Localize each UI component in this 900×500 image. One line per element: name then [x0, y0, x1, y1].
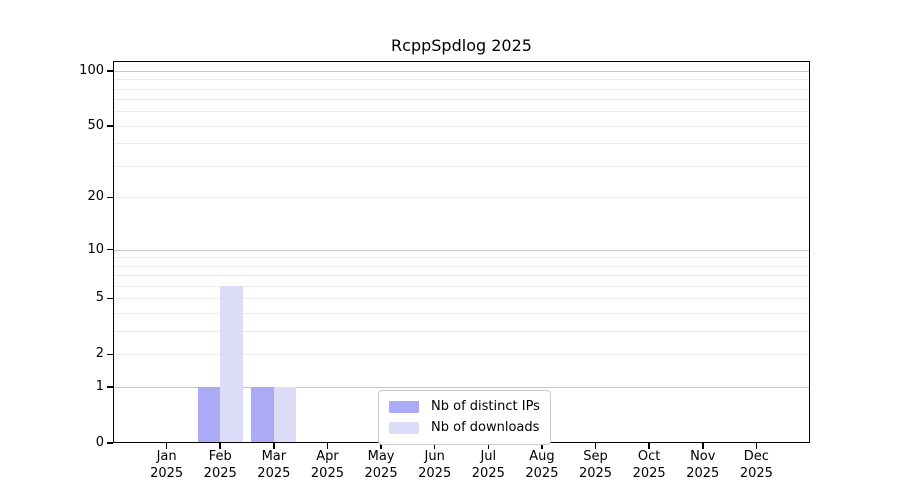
- x-tick-label-year: 2025: [632, 465, 666, 481]
- x-tick-label: Oct 2025: [617, 449, 681, 482]
- legend-label-downloads: Nb of downloads: [431, 420, 540, 435]
- x-tick-label-year: 2025: [257, 465, 291, 481]
- x-tick-label: Jul 2025: [456, 449, 520, 482]
- y-axis-tick: [107, 69, 113, 72]
- chart-title: RcppSpdlog 2025: [391, 36, 532, 55]
- legend-item-downloads: Nb of downloads: [389, 417, 540, 438]
- minor-gridline: [113, 111, 810, 113]
- x-axis-tick: [219, 443, 222, 449]
- y-axis-tick: [107, 125, 113, 127]
- bar-nb-of-downloads-mar: [273, 387, 297, 443]
- x-tick-label: Mar 2025: [242, 449, 306, 482]
- legend: Nb of distinct IPs Nb of downloads: [378, 390, 551, 445]
- x-axis-tick: [165, 443, 168, 449]
- legend-swatch-downloads: [389, 421, 419, 434]
- x-tick-label-year: 2025: [739, 465, 773, 481]
- x-tick-label-year: 2025: [686, 465, 720, 481]
- x-axis-tick: [648, 443, 650, 449]
- x-tick-label: Jan 2025: [135, 449, 199, 482]
- x-tick-label-year: 2025: [578, 465, 613, 481]
- x-axis-tick: [326, 443, 329, 449]
- x-tick-label: Sep 2025: [564, 449, 628, 482]
- plot-area: Nb of distinct IPs Nb of downloads: [113, 61, 810, 445]
- y-axis-tick: [107, 248, 113, 251]
- y-tick-label: 0: [95, 435, 104, 450]
- x-tick-label: Dec 2025: [724, 449, 788, 482]
- x-axis-tick: [755, 443, 758, 449]
- minor-gridline: [113, 88, 810, 90]
- y-axis-tick: [107, 196, 113, 199]
- y-tick-label: 50: [87, 117, 104, 133]
- legend-swatch-distinct-ips: [389, 400, 419, 413]
- minor-gridline: [113, 166, 810, 168]
- bars-layer: [113, 61, 810, 443]
- y-axis-tick: [107, 297, 113, 300]
- x-tick-label-year: 2025: [203, 465, 237, 481]
- x-axis-tick: [273, 443, 275, 449]
- x-tick-label-year: 2025: [364, 465, 398, 481]
- legend-item-distinct-ips: Nb of distinct IPs: [389, 396, 540, 417]
- y-tick-label: 2: [95, 346, 104, 362]
- minor-gridline: [113, 197, 810, 199]
- x-tick-label-year: 2025: [310, 465, 344, 481]
- minor-gridline: [113, 265, 810, 267]
- minor-gridline: [113, 99, 810, 101]
- minor-gridline: [113, 79, 810, 81]
- y-tick-label: 1: [95, 379, 104, 395]
- x-axis-tick: [380, 443, 382, 449]
- x-axis-tick: [701, 443, 704, 449]
- minor-gridline: [113, 143, 810, 145]
- x-tick-label-year: 2025: [418, 465, 452, 481]
- legend-label-distinct-ips: Nb of distinct IPs: [431, 399, 540, 414]
- y-tick-label: 10: [87, 241, 104, 257]
- major-gridline: [113, 70, 810, 72]
- minor-gridline: [113, 275, 810, 277]
- x-tick-label: Jun 2025: [403, 449, 467, 482]
- minor-gridline: [113, 286, 810, 288]
- bar-nb-of-downloads-feb: [220, 286, 243, 443]
- minor-gridline: [113, 257, 810, 259]
- x-tick-label: Nov 2025: [671, 449, 735, 482]
- y-tick-label: 20: [87, 189, 104, 205]
- bar-nb-of-distinct-ips-feb: [197, 387, 221, 443]
- major-gridline: [113, 387, 810, 389]
- x-axis-tick: [541, 443, 543, 449]
- y-tick-label: 5: [95, 290, 104, 306]
- major-gridline: [113, 249, 810, 251]
- gridlines-layer: [113, 61, 810, 443]
- x-axis-tick: [433, 443, 436, 449]
- x-axis-tick: [594, 443, 597, 449]
- y-axis-tick: [107, 442, 113, 444]
- x-tick-label: Apr 2025: [295, 449, 359, 482]
- minor-gridline: [113, 313, 810, 315]
- y-axis-tick: [107, 386, 113, 388]
- x-tick-label-year: 2025: [525, 465, 559, 481]
- y-axis-tick: [107, 353, 113, 356]
- x-tick-label: May 2025: [349, 449, 413, 482]
- x-tick-label-year: 2025: [150, 465, 184, 481]
- x-axis-tick: [487, 443, 490, 449]
- minor-gridline: [113, 125, 810, 127]
- minor-gridline: [113, 298, 810, 300]
- x-tick-label-year: 2025: [471, 465, 505, 481]
- minor-gridline: [113, 331, 810, 333]
- minor-gridline: [113, 354, 810, 356]
- x-tick-label: Feb 2025: [188, 449, 252, 482]
- x-tick-label: Aug 2025: [510, 449, 574, 482]
- y-tick-label: 100: [79, 62, 104, 78]
- bar-nb-of-distinct-ips-mar: [251, 387, 274, 443]
